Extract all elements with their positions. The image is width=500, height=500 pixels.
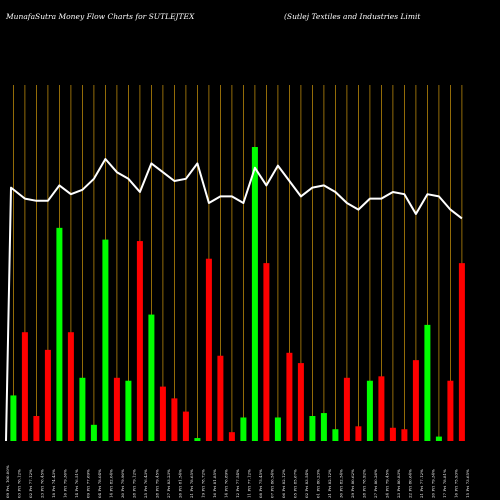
bar-26 <box>309 416 316 441</box>
x-tick-label-4: 18 Fri 74.43% <box>51 469 56 498</box>
bar-23 <box>274 417 281 441</box>
chart-subtitle: (Sutlej Textiles and Industries Limit <box>284 12 421 21</box>
money-flow-bars <box>10 147 465 441</box>
bar-32 <box>378 376 385 441</box>
bar-12 <box>148 314 155 441</box>
bar-28 <box>332 429 339 441</box>
bar-20 <box>240 417 247 441</box>
x-tick-label-15: 26 Fri 81.54% <box>178 469 183 498</box>
bar-1 <box>21 332 28 441</box>
x-tick-label-33: 24 Fri 79.45% <box>385 469 390 498</box>
bar-24 <box>286 352 293 441</box>
bar-27 <box>320 413 327 441</box>
x-tick-label-10: 30 Fri 79.90% <box>120 469 125 498</box>
x-tick-label-39: 16 Fri 75.93% <box>454 469 459 498</box>
x-tick-label-13: 28 Fri 79.45% <box>155 469 160 498</box>
x-tick-label-35: 22 Fri 80.64% <box>408 469 413 498</box>
price-line <box>5 158 463 442</box>
bar-3 <box>44 349 51 441</box>
x-tick-label-12: 25 Fri 76.43% <box>143 469 148 498</box>
x-tick-label-20: 12 Fri 77.54% <box>235 469 240 498</box>
bar-33 <box>389 427 396 441</box>
bar-39 <box>458 263 465 441</box>
bar-0 <box>10 395 17 441</box>
x-tick-label-14: 27 Fri 83.23% <box>166 469 171 498</box>
x-tick-label-21: 11 Fri 77.12% <box>247 469 252 498</box>
bar-34 <box>401 429 408 441</box>
bar-21 <box>251 147 258 441</box>
x-tick-label-38: 17 Fri 78.81% <box>442 469 447 498</box>
bar-7 <box>90 424 97 441</box>
bar-30 <box>355 426 362 441</box>
x-tick-label-6: 14 Fri 76.51% <box>74 469 79 498</box>
x-tick-label-7: 09 Fri 77.69% <box>86 469 91 498</box>
bar-38 <box>447 380 454 441</box>
x-tick-label-9: 14 Fri 82.04% <box>109 469 114 498</box>
x-tick-label-23: 07 Fri 86.54% <box>270 469 275 498</box>
x-tick-label-32: 27 Fri 80.26% <box>373 469 378 498</box>
x-tick-label-8: 04 Fri 78.04% <box>97 469 102 498</box>
x-tick-label-37: 20 Fri 79.34% <box>431 469 436 498</box>
x-tick-label-26: 02 Fri 83.54% <box>304 469 309 498</box>
bar-18 <box>217 355 224 441</box>
x-axis-tick-labels: 09 Fri, 100.00% 03 Fri 76.12% 02 Fri 77.12… <box>5 465 470 498</box>
bar-9 <box>113 377 120 441</box>
x-tick-label-5: 16 Fri 79.36% <box>63 469 68 498</box>
x-tick-label-36: 21 Fri 77.12% <box>419 469 424 498</box>
bar-8 <box>102 239 109 441</box>
x-tick-label-40: 15 Fri 73.65% <box>465 469 470 498</box>
x-tick-label-31: 28 Fri 78.92% <box>362 469 367 498</box>
x-tick-label-18: 16 Fri 81.85% <box>212 469 217 498</box>
x-tick-label-24: 06 Fri 82.12% <box>281 469 286 498</box>
bar-16 <box>194 438 201 441</box>
bar-29 <box>343 377 350 441</box>
x-tick-label-11: 28 Fri 79.12% <box>132 469 137 498</box>
x-tick-label-16: 21 Fri 78.65% <box>189 469 194 498</box>
bar-2 <box>33 416 40 441</box>
x-tick-label-22: 08 Fri 75.45% <box>258 469 263 498</box>
bar-31 <box>366 380 373 441</box>
bar-14 <box>171 398 178 441</box>
bar-10 <box>125 380 132 441</box>
x-tick-label-34: 23 Fri 80.83% <box>396 469 401 498</box>
x-tick-label-3: 23 Fri 76.45% <box>40 469 45 498</box>
x-tick-label-2: 02 Fri 77.12% <box>28 469 33 498</box>
bar-13 <box>159 386 166 441</box>
bar-19 <box>228 432 235 441</box>
x-tick-label-17: 19 Fri 78.72% <box>201 469 206 498</box>
x-tick-label-0: 09 Fri, 100.00% <box>5 465 10 498</box>
price-line-path <box>5 158 463 442</box>
x-tick-label-27: 01 Fri 80.23% <box>316 469 321 498</box>
bar-4 <box>56 227 63 441</box>
bar-37 <box>435 436 442 441</box>
bar-15 <box>182 411 189 441</box>
x-tick-label-25: 05 Fri 85.67% <box>293 469 298 498</box>
x-tick-label-19: 14 Fri 76.89% <box>224 469 229 498</box>
x-tick-label-1: 03 Fri 76.12% <box>17 469 22 498</box>
bar-36 <box>424 324 431 441</box>
bar-6 <box>79 377 86 441</box>
bar-17 <box>205 258 212 441</box>
x-tick-label-29: 30 Fri 82.54% <box>339 469 344 498</box>
chart-title: MunafaSutra Money Flow Charts for SUTLEJ… <box>5 12 195 21</box>
bar-11 <box>136 241 143 441</box>
bar-22 <box>263 263 270 441</box>
bar-25 <box>297 363 304 441</box>
bar-35 <box>412 360 419 441</box>
x-tick-label-30: 29 Fri 80.62% <box>350 469 355 498</box>
bar-5 <box>67 332 74 441</box>
x-tick-label-28: 31 Fri 82.12% <box>327 469 332 498</box>
